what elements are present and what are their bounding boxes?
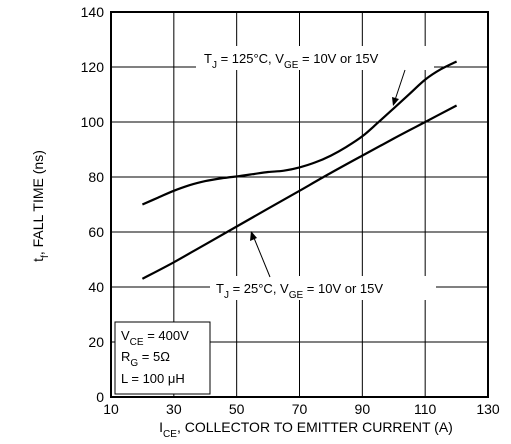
plot-frame bbox=[110, 11, 489, 398]
x-tick-label: 50 bbox=[229, 401, 245, 417]
condition-l: L = 100 μH bbox=[121, 371, 185, 386]
annotation-upper: TJ = 125°C, VGE = 10V or 15V bbox=[204, 51, 379, 71]
series-group bbox=[141, 60, 458, 280]
annotation-lower-leader bbox=[253, 237, 271, 278]
x-tick-label: 110 bbox=[414, 401, 437, 417]
y-tick-label: 120 bbox=[81, 59, 105, 75]
x-tick-label: 70 bbox=[292, 401, 308, 417]
annotation-upper-bg bbox=[196, 46, 434, 70]
annotation-upper-leader bbox=[394, 69, 406, 101]
annotation-upper-arrowhead bbox=[392, 97, 399, 106]
y-tick-label: 60 bbox=[88, 224, 104, 240]
condition-rg: RG = 5Ω bbox=[121, 349, 170, 369]
x-tick-label: 130 bbox=[476, 401, 500, 417]
x-tick-label: 30 bbox=[166, 401, 182, 417]
annotation-lower-bg bbox=[210, 276, 436, 300]
x-tick-labels: 10 30 50 70 90 110 130 bbox=[103, 401, 500, 417]
y-tick-label: 140 bbox=[81, 4, 105, 20]
annotation-lower-arrowhead bbox=[250, 231, 257, 241]
conditions-box bbox=[114, 321, 211, 395]
y-tick-labels: 0 20 40 60 80 100 120 140 bbox=[81, 4, 105, 405]
y-tick-label: 40 bbox=[88, 279, 104, 295]
y-tick-label: 100 bbox=[81, 114, 105, 130]
y-tick-label: 80 bbox=[88, 169, 104, 185]
x-tick-label: 10 bbox=[103, 401, 119, 417]
x-axis-title: ICE, COLLECTOR TO EMITTER CURRENT (A) bbox=[159, 419, 453, 440]
series-line-25c bbox=[141, 104, 458, 280]
annotation-lower: TJ = 25°C, VGE = 10V or 15V bbox=[216, 281, 383, 301]
y-tick-label: 20 bbox=[88, 334, 104, 350]
series-line-125c bbox=[141, 60, 458, 206]
x-tick-label: 90 bbox=[355, 401, 371, 417]
y-tick-label: 0 bbox=[96, 389, 104, 405]
condition-vce: VCE = 400V bbox=[121, 328, 189, 348]
y-axis-title: tf, FALL TIME (ns) bbox=[30, 150, 51, 262]
